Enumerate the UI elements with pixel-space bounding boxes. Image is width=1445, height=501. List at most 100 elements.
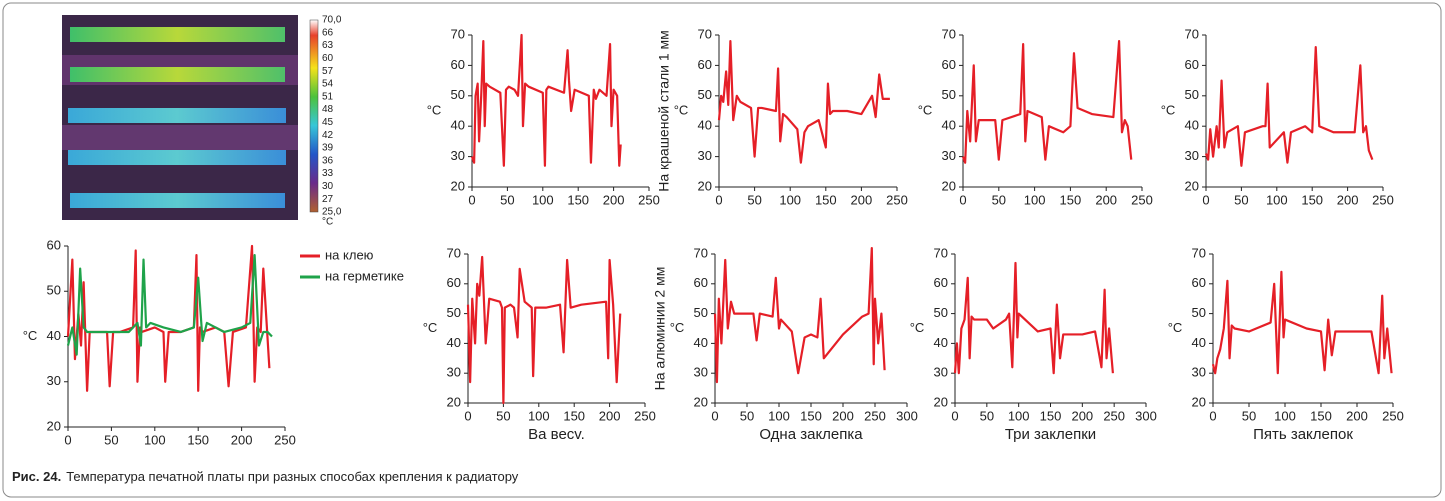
x-tick-label: 100	[779, 192, 801, 207]
x-tick-label: 50	[1234, 192, 1248, 207]
data-line	[1206, 47, 1372, 166]
y-tick-label: 50	[934, 305, 948, 320]
x-tick-label: 250	[1372, 192, 1394, 207]
x-tick-label: 50	[747, 192, 761, 207]
scale-label: 63	[322, 40, 334, 51]
scale-label: 39	[322, 143, 334, 154]
x-tick-label: 50	[992, 192, 1006, 207]
y-tick-label: 60	[447, 275, 461, 290]
y-tick-label: 60	[451, 57, 465, 72]
scale-label: 33	[322, 168, 334, 179]
x-tick-label: 200	[1346, 408, 1368, 423]
x-tick-label: 250	[1131, 192, 1153, 207]
data-line	[715, 248, 885, 382]
y-tick-label: 70	[698, 26, 712, 41]
y-tick-label: 70	[694, 245, 708, 260]
y-tick-label: 60	[1185, 57, 1199, 72]
y-tick-label: 40	[47, 328, 61, 343]
x-tick-label: 250	[274, 432, 296, 447]
x-tick-label: 200	[1071, 408, 1093, 423]
thermal-image	[62, 15, 298, 220]
y-axis-label: °C	[1161, 102, 1176, 117]
x-tick-label: 0	[64, 432, 71, 447]
x-tick-label: 100	[144, 432, 166, 447]
y-tick-label: 20	[47, 418, 61, 433]
x-tick-label: 50	[500, 192, 514, 207]
y-tick-label: 30	[698, 148, 712, 163]
y-tick-label: 20	[1192, 394, 1206, 409]
y-axis-label: °C	[674, 102, 689, 117]
x-axis-label: Пять заклепок	[1253, 426, 1353, 443]
y-axis-label: °C	[910, 320, 925, 335]
y-axis-label: °C	[23, 328, 38, 343]
x-tick-label: 200	[1095, 192, 1117, 207]
x-tick-label: 150	[1040, 408, 1062, 423]
data-line	[68, 255, 272, 355]
scale-label: 54	[322, 79, 334, 90]
x-tick-label: 150	[1310, 408, 1332, 423]
y-tick-label: 30	[1185, 148, 1199, 163]
side-label: На крашеной стали 1 мм	[656, 30, 672, 192]
y-tick-label: 20	[447, 394, 461, 409]
scale-label: 60	[322, 53, 334, 64]
scale-label: 57	[322, 66, 334, 77]
side-label: На алюминии 2 мм	[652, 267, 668, 391]
y-tick-label: 70	[451, 26, 465, 41]
x-tick-label: 100	[532, 192, 554, 207]
y-tick-label: 20	[694, 394, 708, 409]
y-tick-label: 40	[934, 335, 948, 350]
y-tick-label: 60	[934, 275, 948, 290]
scale-label: 51	[322, 91, 334, 102]
y-tick-label: 50	[942, 87, 956, 102]
scale-label: 30	[322, 181, 334, 192]
x-tick-label: 250	[638, 192, 660, 207]
x-tick-label: 300	[1135, 408, 1157, 423]
y-tick-label: 40	[698, 118, 712, 133]
x-tick-label: 150	[815, 192, 837, 207]
y-tick-label: 20	[1185, 178, 1199, 193]
y-tick-label: 30	[934, 365, 948, 380]
scale-label: 27	[322, 194, 334, 205]
y-tick-label: 60	[942, 57, 956, 72]
y-tick-label: 50	[694, 305, 708, 320]
data-line	[472, 35, 621, 166]
y-tick-label: 70	[447, 245, 461, 260]
x-tick-label: 250	[864, 408, 886, 423]
y-tick-label: 40	[451, 118, 465, 133]
y-axis-label: °C	[427, 102, 442, 117]
x-tick-label: 0	[1209, 408, 1216, 423]
y-tick-label: 60	[698, 57, 712, 72]
x-tick-label: 150	[567, 192, 589, 207]
x-tick-label: 0	[711, 408, 718, 423]
y-tick-label: 20	[698, 178, 712, 193]
x-tick-label: 200	[231, 432, 253, 447]
data-line	[1213, 272, 1392, 373]
x-tick-label: 300	[896, 408, 918, 423]
y-tick-label: 40	[942, 118, 956, 133]
x-tick-label: 100	[1024, 192, 1046, 207]
y-axis-label: °C	[918, 102, 933, 117]
x-tick-label: 200	[851, 192, 873, 207]
x-tick-label: 100	[1266, 192, 1288, 207]
x-tick-label: 150	[800, 408, 822, 423]
scale-unit: °C	[322, 217, 333, 228]
data-line	[955, 263, 1113, 373]
y-tick-label: 50	[698, 87, 712, 102]
scale-label: 42	[322, 130, 334, 141]
x-tick-label: 250	[1103, 408, 1125, 423]
scale-label: 70,0	[322, 15, 342, 26]
y-tick-label: 20	[451, 178, 465, 193]
y-tick-label: 40	[1192, 335, 1206, 350]
caption: Рис. 24.Температура печатной платы при р…	[12, 469, 519, 484]
x-tick-label: 0	[468, 192, 475, 207]
y-tick-label: 30	[47, 373, 61, 388]
x-tick-label: 0	[1202, 192, 1209, 207]
y-tick-label: 70	[1192, 245, 1206, 260]
x-tick-label: 200	[603, 192, 625, 207]
x-tick-label: 150	[187, 432, 209, 447]
scale-label: 66	[322, 27, 334, 38]
data-line	[468, 257, 620, 403]
x-tick-label: 250	[634, 408, 656, 423]
scale-label: 48	[322, 104, 334, 115]
y-tick-label: 60	[1192, 275, 1206, 290]
